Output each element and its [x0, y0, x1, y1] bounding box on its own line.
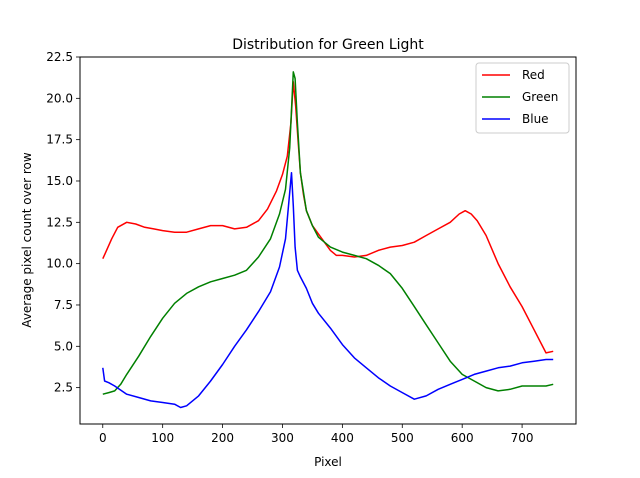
series-line-green — [102, 71, 554, 395]
x-tick-label: 600 — [451, 431, 474, 445]
legend-box — [475, 62, 570, 134]
x-tick-label: 100 — [151, 431, 174, 445]
x-axis-ticks: 0 100 200 300 400 500 600 700 — [99, 424, 534, 445]
y-tick-label: 2.5 — [54, 381, 73, 395]
chart-title: Distribution for Green Light — [232, 37, 424, 53]
y-axis-ticks: 2.5 5.0 7.5 10.0 12.5 15.0 17.5 20.0 22.5 — [46, 50, 80, 395]
y-tick-label: 12.5 — [46, 215, 73, 229]
x-tick-label: 200 — [211, 431, 234, 445]
legend-label-green: Green — [522, 90, 558, 104]
x-tick-label: 500 — [391, 431, 414, 445]
y-tick-label: 15.0 — [46, 174, 73, 188]
y-axis-label: Average pixel count over row — [20, 152, 34, 328]
y-tick-label: 10.0 — [46, 257, 73, 271]
y-tick-label: 22.5 — [46, 50, 73, 64]
legend-label-red: Red — [522, 68, 545, 82]
x-tick-label: 0 — [99, 431, 107, 445]
y-tick-label: 17.5 — [46, 133, 73, 147]
y-tick-label: 20.0 — [46, 91, 73, 105]
y-tick-label: 7.5 — [54, 298, 73, 312]
plot-frame — [79, 56, 577, 425]
series-layer — [102, 71, 554, 409]
legend: Red Green Blue — [475, 62, 570, 134]
y-tick-label: 5.0 — [54, 339, 73, 353]
x-tick-label: 300 — [271, 431, 294, 445]
x-tick-label: 700 — [511, 431, 534, 445]
x-axis-label: Pixel — [314, 455, 342, 469]
legend-label-blue: Blue — [522, 112, 549, 126]
x-tick-label: 400 — [331, 431, 354, 445]
series-line-blue — [102, 171, 554, 409]
